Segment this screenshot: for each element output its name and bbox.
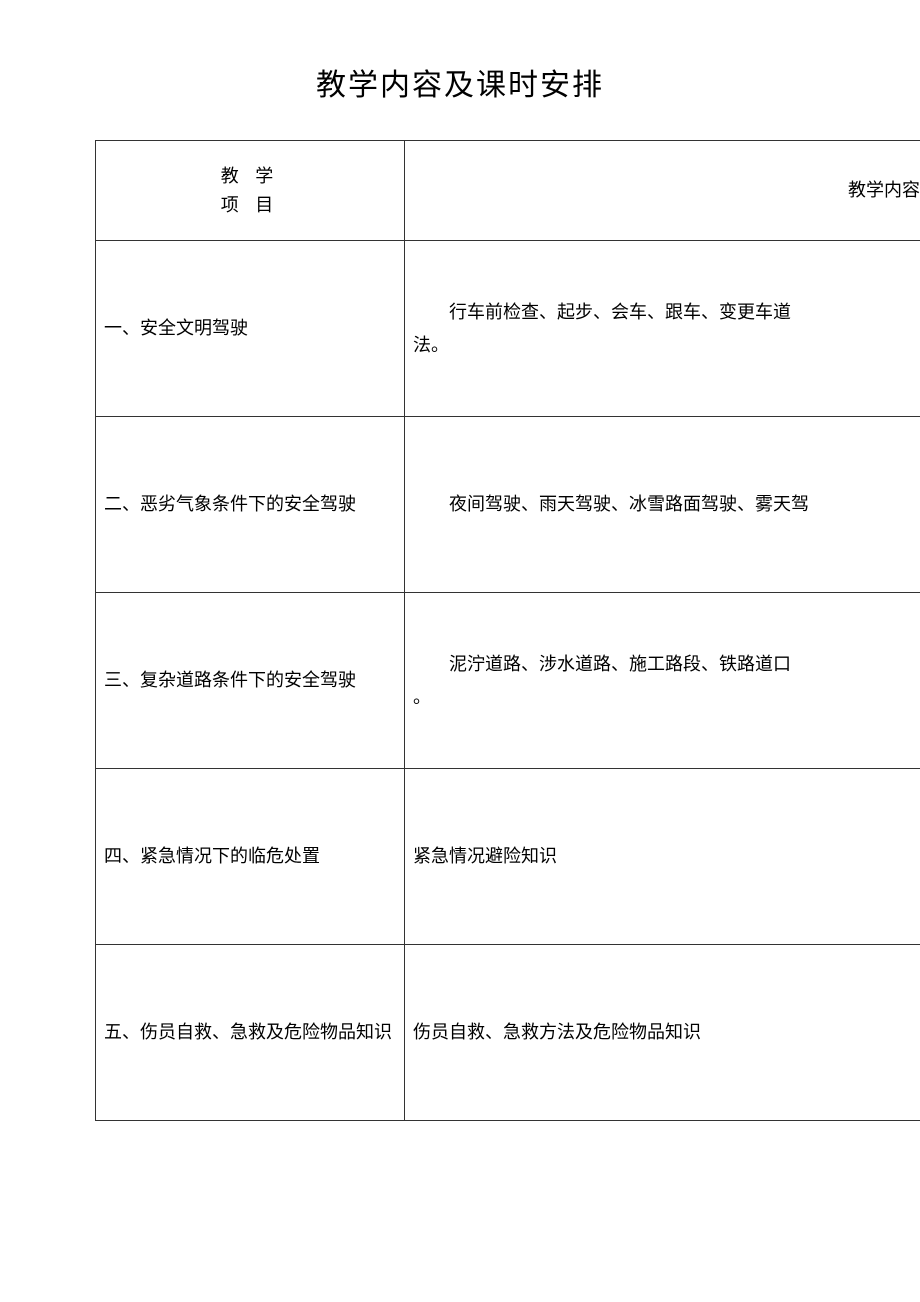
header-cell-content: 教学内容 — [405, 141, 920, 241]
content-line1: 伤员自救、急救方法及危险物品知识 — [413, 1022, 701, 1042]
page-title: 教学内容及课时安排 — [0, 60, 920, 104]
schedule-table: 教 学 项 目 教学内容 一、安全文明驾驶 行车前检查、起步、会车、跟车、变更车… — [95, 140, 920, 1121]
content-cell: 紧急情况避险知识 — [405, 769, 920, 945]
topic-cell: 三、复杂道路条件下的安全驾驶 — [96, 593, 405, 769]
header-col1-line2: 项 目 — [221, 195, 280, 215]
header-col1-line1: 教 学 — [221, 166, 280, 186]
header-cell-topic: 教 学 项 目 — [96, 141, 405, 241]
table-row: 四、紧急情况下的临危处置 紧急情况避险知识 — [96, 769, 920, 945]
topic-cell: 四、紧急情况下的临危处置 — [96, 769, 405, 945]
table-row: 一、安全文明驾驶 行车前检查、起步、会车、跟车、变更车道 法。 — [96, 241, 920, 417]
content-cell: 行车前检查、起步、会车、跟车、变更车道 法。 — [405, 241, 920, 417]
content-line2: 法。 — [413, 335, 449, 355]
table-row: 三、复杂道路条件下的安全驾驶 泥泞道路、涉水道路、施工路段、铁路道口 。 — [96, 593, 920, 769]
content-cell: 伤员自救、急救方法及危险物品知识 — [405, 945, 920, 1121]
content-line2: 。 — [413, 687, 431, 707]
topic-cell: 五、伤员自救、急救及危险物品知识 — [96, 945, 405, 1121]
table-container: 教 学 项 目 教学内容 一、安全文明驾驶 行车前检查、起步、会车、跟车、变更车… — [95, 140, 920, 1121]
content-line1: 紧急情况避险知识 — [413, 846, 557, 866]
content-line1: 行车前检查、起步、会车、跟车、变更车道 — [413, 296, 910, 328]
table-row: 二、恶劣气象条件下的安全驾驶 夜间驾驶、雨天驾驶、冰雪路面驾驶、雾天驾 — [96, 417, 920, 593]
content-cell: 泥泞道路、涉水道路、施工路段、铁路道口 。 — [405, 593, 920, 769]
topic-cell: 一、安全文明驾驶 — [96, 241, 405, 417]
content-line1: 泥泞道路、涉水道路、施工路段、铁路道口 — [413, 648, 910, 680]
header-col2: 教学内容 — [848, 180, 920, 200]
content-line1: 夜间驾驶、雨天驾驶、冰雪路面驾驶、雾天驾 — [413, 488, 910, 520]
topic-cell: 二、恶劣气象条件下的安全驾驶 — [96, 417, 405, 593]
content-cell: 夜间驾驶、雨天驾驶、冰雪路面驾驶、雾天驾 — [405, 417, 920, 593]
table-row: 五、伤员自救、急救及危险物品知识 伤员自救、急救方法及危险物品知识 — [96, 945, 920, 1121]
table-header-row: 教 学 项 目 教学内容 — [96, 141, 920, 241]
